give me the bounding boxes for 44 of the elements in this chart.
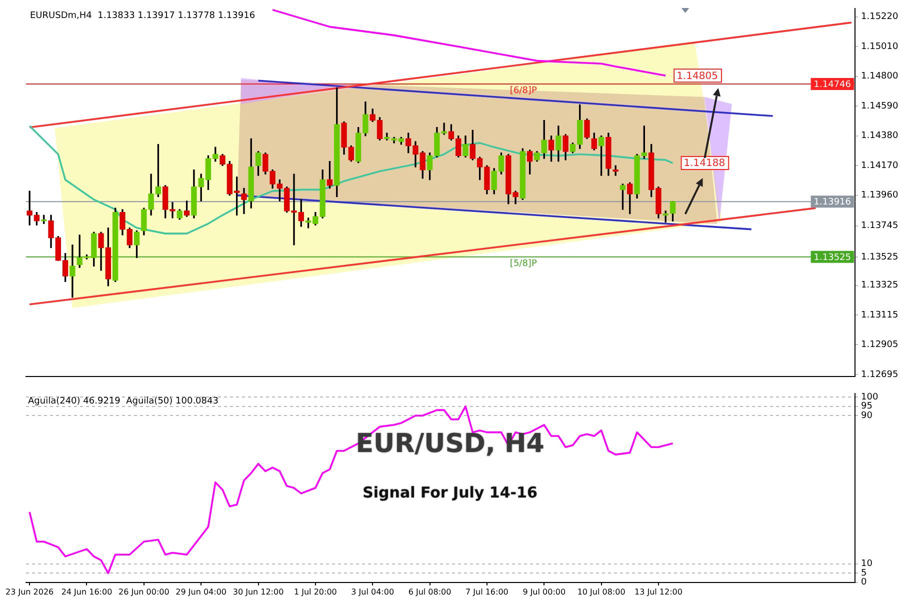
ref-line-label: 1.13916 (814, 197, 852, 208)
x-tick-label: 23 Jun 2026 (6, 587, 54, 596)
x-tick-label: 9 Jul 00:00 (522, 587, 566, 596)
annotation: [6/8]P (510, 86, 538, 96)
y-tick-label: 1.13115 (861, 310, 898, 320)
x-tick-label: 10 Jul 08:00 (577, 587, 626, 596)
candlestick (241, 188, 247, 214)
y-tick-label: 1.13960 (861, 190, 898, 201)
y-tick-label: 1.13525 (861, 252, 898, 262)
y-tick-label: 1.12905 (861, 340, 898, 350)
x-tick-label: 26 Jun 00:00 (118, 587, 170, 596)
y-tick-label: 1.13325 (861, 280, 898, 291)
y-tick-label: 1.14170 (861, 160, 898, 171)
annotation: Aguila(240) 46.9219 Aguila(50) 100.0843 (28, 396, 218, 407)
annotation: [5/8]P (510, 258, 538, 269)
y-tick-label: 1.12695 (861, 370, 898, 380)
y-tick-label: 10 (861, 559, 873, 570)
x-tick-label: 1 Jul 20:00 (294, 587, 337, 596)
x-tick-label: 30 Jun 12:00 (232, 587, 284, 596)
y-tick-label: 0 (861, 578, 867, 588)
x-tick-label: 6 Jul 08:00 (408, 587, 452, 596)
x-tick-label: 13 Jul 12:00 (634, 587, 682, 596)
chart-title: EURUSDm,H4 1.13833 1.13917 1.13778 1.13916 (30, 11, 256, 22)
y-tick-label: 95 (861, 402, 872, 412)
y-tick-label: 1.14590 (861, 101, 898, 112)
x-tick-label: 29 Jun 04:00 (176, 587, 227, 596)
y-tick-label: 100 (861, 392, 878, 402)
text: Signal For July 14-16 (362, 483, 538, 502)
x-tick-label: 24 Jun 16:00 (61, 587, 112, 596)
y-tick-label: 1.13745 (861, 221, 898, 232)
y-tick-label: 5 (861, 568, 867, 578)
y-tick-label: 1.14800 (861, 72, 898, 82)
y-tick-label: 1.15010 (861, 42, 898, 52)
candlestick (70, 244, 76, 298)
data-label: 1.14188 (684, 158, 726, 170)
y-tick-label: 1.14380 (861, 131, 898, 142)
y-tick-label: 90 (861, 410, 873, 421)
y-tick-label: 1.15220 (861, 12, 898, 22)
data-label: 1.14805 (676, 70, 718, 82)
ref-line-label: 1.14746 (814, 80, 852, 90)
x-tick-label: 3 Jul 04:00 (351, 587, 394, 596)
text: EUR/USD, H4 (356, 429, 544, 460)
x-tick-label: 7 Jul 16:00 (466, 587, 508, 596)
ref-line-label: 1.13525 (814, 252, 851, 263)
